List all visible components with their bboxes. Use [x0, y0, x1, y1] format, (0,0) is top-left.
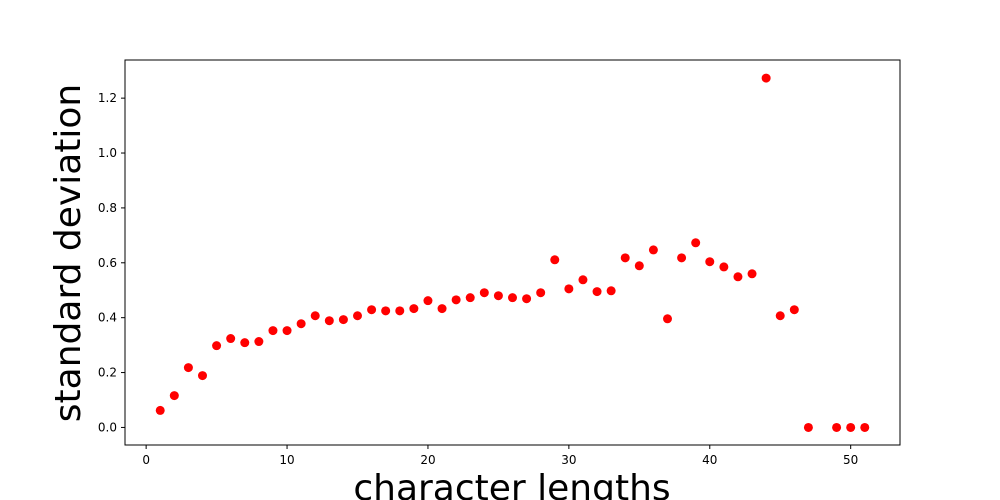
point — [536, 288, 546, 298]
point — [423, 296, 433, 306]
point — [212, 341, 222, 351]
point — [508, 293, 517, 303]
x-tick-label: 20 — [420, 453, 435, 467]
point — [324, 316, 334, 326]
point — [465, 293, 475, 303]
point — [803, 422, 813, 432]
y-tick-label: 0.2 — [98, 366, 117, 380]
x-axis-label: character lengths — [353, 468, 670, 500]
point — [620, 253, 630, 263]
point — [183, 363, 193, 373]
point — [226, 334, 236, 344]
x-tick-label: 30 — [561, 453, 576, 467]
point — [381, 306, 391, 316]
y-tick-label: 0.6 — [98, 256, 117, 270]
point — [564, 284, 574, 294]
point — [832, 422, 842, 432]
point — [677, 253, 687, 263]
point — [437, 304, 447, 314]
point — [353, 311, 362, 321]
point — [479, 288, 489, 298]
y-tick-label: 0.8 — [98, 201, 117, 215]
point — [719, 262, 729, 272]
point — [606, 286, 616, 296]
point — [395, 306, 405, 316]
point — [268, 326, 278, 336]
point — [310, 311, 320, 321]
point — [296, 319, 306, 329]
point — [282, 326, 292, 336]
point — [663, 314, 672, 324]
point — [522, 294, 532, 304]
point — [761, 73, 771, 83]
point — [733, 272, 743, 282]
point — [592, 287, 602, 297]
point — [550, 255, 560, 265]
point — [169, 391, 179, 401]
y-tick-label: 1.0 — [98, 146, 117, 160]
point — [409, 304, 419, 314]
x-tick-label: 10 — [279, 453, 294, 467]
point — [155, 405, 165, 415]
point — [846, 422, 856, 432]
point — [493, 291, 503, 301]
x-tick-label: 50 — [843, 453, 858, 467]
point — [705, 257, 715, 267]
y-tick-label: 0.4 — [98, 311, 117, 325]
point — [691, 238, 701, 248]
point — [860, 422, 870, 432]
point — [775, 311, 785, 321]
point — [789, 305, 799, 315]
point — [254, 337, 264, 347]
y-tick-label: 0.0 — [98, 420, 117, 434]
point — [338, 315, 348, 325]
y-axis-label: standard deviation — [48, 84, 89, 422]
point — [240, 338, 250, 348]
y-tick-label: 1.2 — [98, 91, 117, 105]
x-tick-label: 0 — [142, 453, 150, 467]
x-tick-label: 40 — [702, 453, 717, 467]
point — [747, 269, 757, 279]
point — [634, 261, 644, 271]
point — [367, 305, 377, 315]
point — [198, 371, 207, 381]
point — [578, 275, 588, 285]
point — [648, 245, 658, 255]
plot-frame — [124, 59, 901, 446]
point — [451, 295, 461, 305]
